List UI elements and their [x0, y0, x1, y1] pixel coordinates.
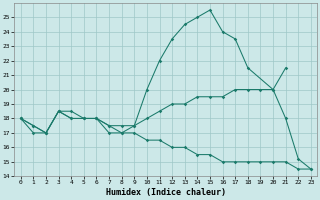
X-axis label: Humidex (Indice chaleur): Humidex (Indice chaleur)	[106, 188, 226, 197]
